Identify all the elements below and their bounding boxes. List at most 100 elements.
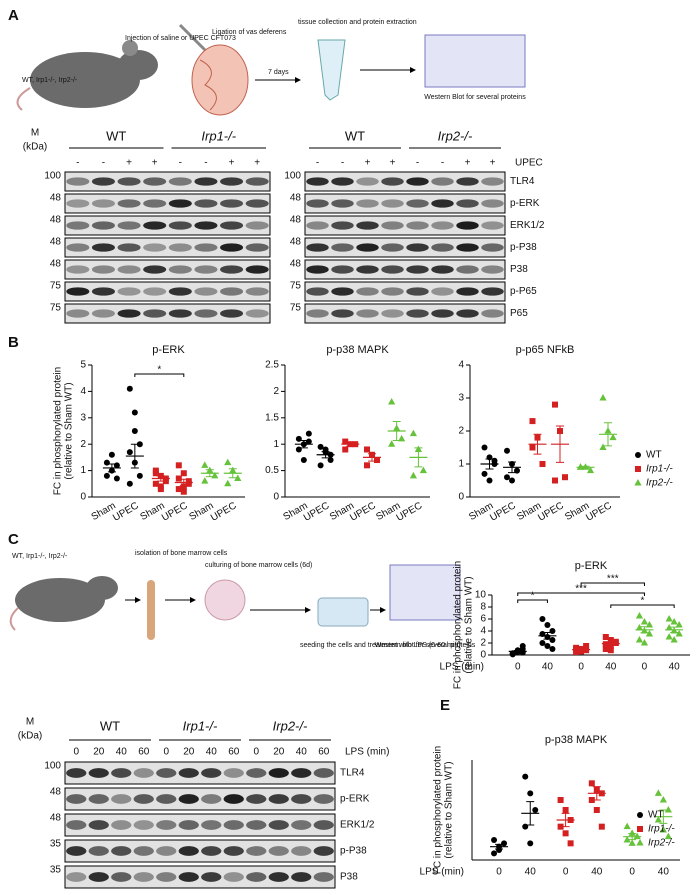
tubules (199, 59, 217, 111)
data-point (602, 646, 609, 652)
band (291, 768, 312, 778)
significance-label: * (641, 596, 645, 607)
band (88, 872, 109, 882)
band (133, 872, 154, 882)
lane-label: + (152, 158, 158, 169)
data-point (645, 630, 654, 637)
band (356, 243, 379, 252)
data-point (527, 790, 534, 797)
lane-label: 20 (273, 747, 285, 758)
lane-label: - (204, 158, 207, 169)
data-point (549, 628, 556, 634)
data-point (364, 462, 370, 469)
data-point (317, 443, 324, 450)
marker-label: 48 (290, 193, 302, 204)
band (133, 846, 154, 856)
data-point (364, 446, 370, 453)
mouse-body (30, 52, 140, 108)
data-point (419, 466, 427, 474)
chart-title: p-p65 NFkB (516, 344, 575, 356)
data-point (665, 624, 673, 631)
band (66, 768, 87, 778)
band (456, 309, 479, 318)
data-point (374, 457, 380, 464)
chart-title: p-ERK (575, 560, 608, 572)
band (306, 287, 329, 296)
band (133, 768, 154, 778)
error-bar (508, 461, 516, 474)
data-point (539, 616, 546, 622)
data-point (152, 480, 159, 487)
data-point (342, 446, 349, 453)
band (313, 872, 334, 882)
data-point (659, 826, 667, 833)
band (143, 287, 167, 296)
band (111, 768, 132, 778)
band (268, 794, 289, 804)
band (268, 846, 289, 856)
significance-bracket (517, 599, 548, 603)
step-label: 7 days (268, 69, 289, 76)
data-point (136, 441, 143, 448)
legend-marker (636, 839, 644, 846)
band (66, 177, 90, 186)
y-tick-label: 0 (80, 492, 86, 503)
data-point (609, 433, 617, 441)
error-bar (606, 641, 615, 646)
data-point (501, 840, 508, 847)
data-point (491, 850, 498, 857)
band (143, 265, 167, 274)
band (220, 309, 244, 318)
data-point (103, 459, 110, 466)
band (306, 221, 329, 230)
band (406, 265, 429, 274)
x-tick-label: 40 (658, 867, 670, 878)
band (194, 177, 218, 186)
band (223, 820, 244, 830)
error-bar (368, 453, 376, 462)
data-point (583, 647, 590, 654)
band (91, 177, 115, 186)
band (201, 768, 222, 778)
y-tick-label: 4 (458, 360, 464, 371)
data-point (640, 618, 649, 625)
data-point (529, 444, 536, 451)
band (111, 820, 132, 830)
band (381, 199, 404, 208)
band (91, 221, 115, 230)
error-bar (526, 801, 535, 826)
lane-label: - (341, 158, 344, 169)
band (194, 199, 218, 208)
marker-label: 48 (290, 237, 302, 248)
band (143, 221, 167, 230)
band (431, 309, 454, 318)
data-point (588, 797, 595, 803)
band (456, 199, 479, 208)
protein-label: ERK1/2 (510, 220, 545, 231)
band (66, 309, 90, 318)
band (223, 846, 244, 856)
x-tick-label: 0 (642, 662, 648, 673)
data-point (113, 475, 120, 482)
blot-strip (304, 215, 506, 236)
blot-strip (304, 303, 506, 324)
data-point (665, 633, 673, 640)
band (117, 243, 141, 252)
data-point (157, 486, 164, 493)
band (66, 265, 90, 274)
band (66, 794, 87, 804)
band (168, 199, 192, 208)
data-point (295, 435, 302, 442)
data-point (519, 643, 526, 649)
band (133, 794, 154, 804)
testis (191, 44, 249, 116)
marker-label: 75 (50, 281, 62, 292)
legend-marker (634, 479, 642, 486)
band (156, 794, 177, 804)
data-point (180, 483, 187, 490)
band (381, 221, 404, 230)
marker-label: 48 (50, 215, 62, 226)
blot-strip (64, 787, 336, 811)
data-point (635, 624, 644, 631)
